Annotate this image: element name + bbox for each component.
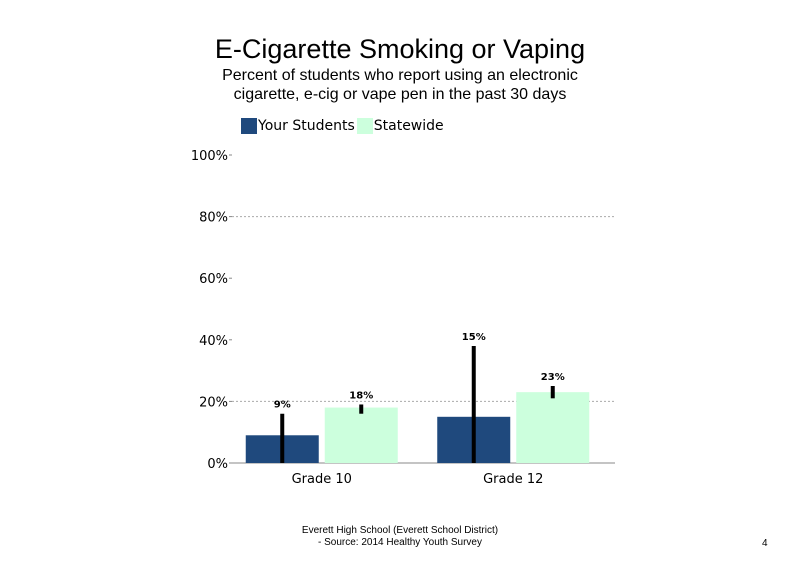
legend-item-statewide: Statewide bbox=[356, 118, 444, 134]
x-category-label: Grade 12 bbox=[483, 472, 543, 487]
legend-label-your-students: Your Students bbox=[258, 118, 355, 134]
y-tick-label: 80% bbox=[199, 211, 228, 226]
data-label: 23% bbox=[541, 372, 565, 383]
y-tick-label: 40% bbox=[199, 334, 228, 349]
bar-statewide bbox=[324, 407, 398, 463]
y-tick-label: 60% bbox=[199, 272, 228, 287]
data-label: 9% bbox=[274, 400, 291, 411]
chart-title: E-Cigarette Smoking or Vaping bbox=[214, 34, 586, 64]
page-number: 4 bbox=[762, 538, 768, 549]
y-tick-label: 20% bbox=[199, 395, 228, 410]
footer-source: - Source: 2014 Healthy Youth Survey bbox=[318, 537, 482, 548]
y-tick-label: 0% bbox=[207, 457, 228, 472]
x-category-label: Grade 10 bbox=[292, 472, 352, 487]
legend-swatch-statewide bbox=[356, 118, 373, 134]
chart-subtitle: Percent of students who report using an … bbox=[222, 67, 578, 103]
data-label: 18% bbox=[349, 390, 373, 401]
legend-label-statewide: Statewide bbox=[373, 118, 444, 134]
legend-swatch-your-students bbox=[241, 118, 257, 134]
y-tick-label: 100% bbox=[191, 149, 228, 164]
footer-school: Everett High School (Everett School Dist… bbox=[301, 525, 499, 536]
legend: Your Students Statewide bbox=[241, 118, 446, 134]
data-label: 15% bbox=[462, 332, 486, 343]
footer: Everett High School (Everett School Dist… bbox=[0, 525, 800, 549]
legend-item-your-students: Your Students bbox=[241, 118, 355, 134]
bar-statewide bbox=[516, 392, 590, 463]
